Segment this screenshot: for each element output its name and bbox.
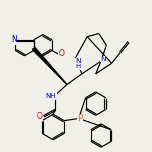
Text: O: O (36, 112, 42, 121)
Text: N: N (100, 56, 106, 62)
Text: O: O (59, 49, 65, 58)
Text: NH: NH (46, 93, 56, 99)
Text: H: H (75, 63, 80, 69)
Polygon shape (33, 47, 67, 85)
Text: N: N (75, 58, 80, 64)
Text: P: P (77, 114, 82, 123)
Text: N: N (11, 35, 17, 44)
